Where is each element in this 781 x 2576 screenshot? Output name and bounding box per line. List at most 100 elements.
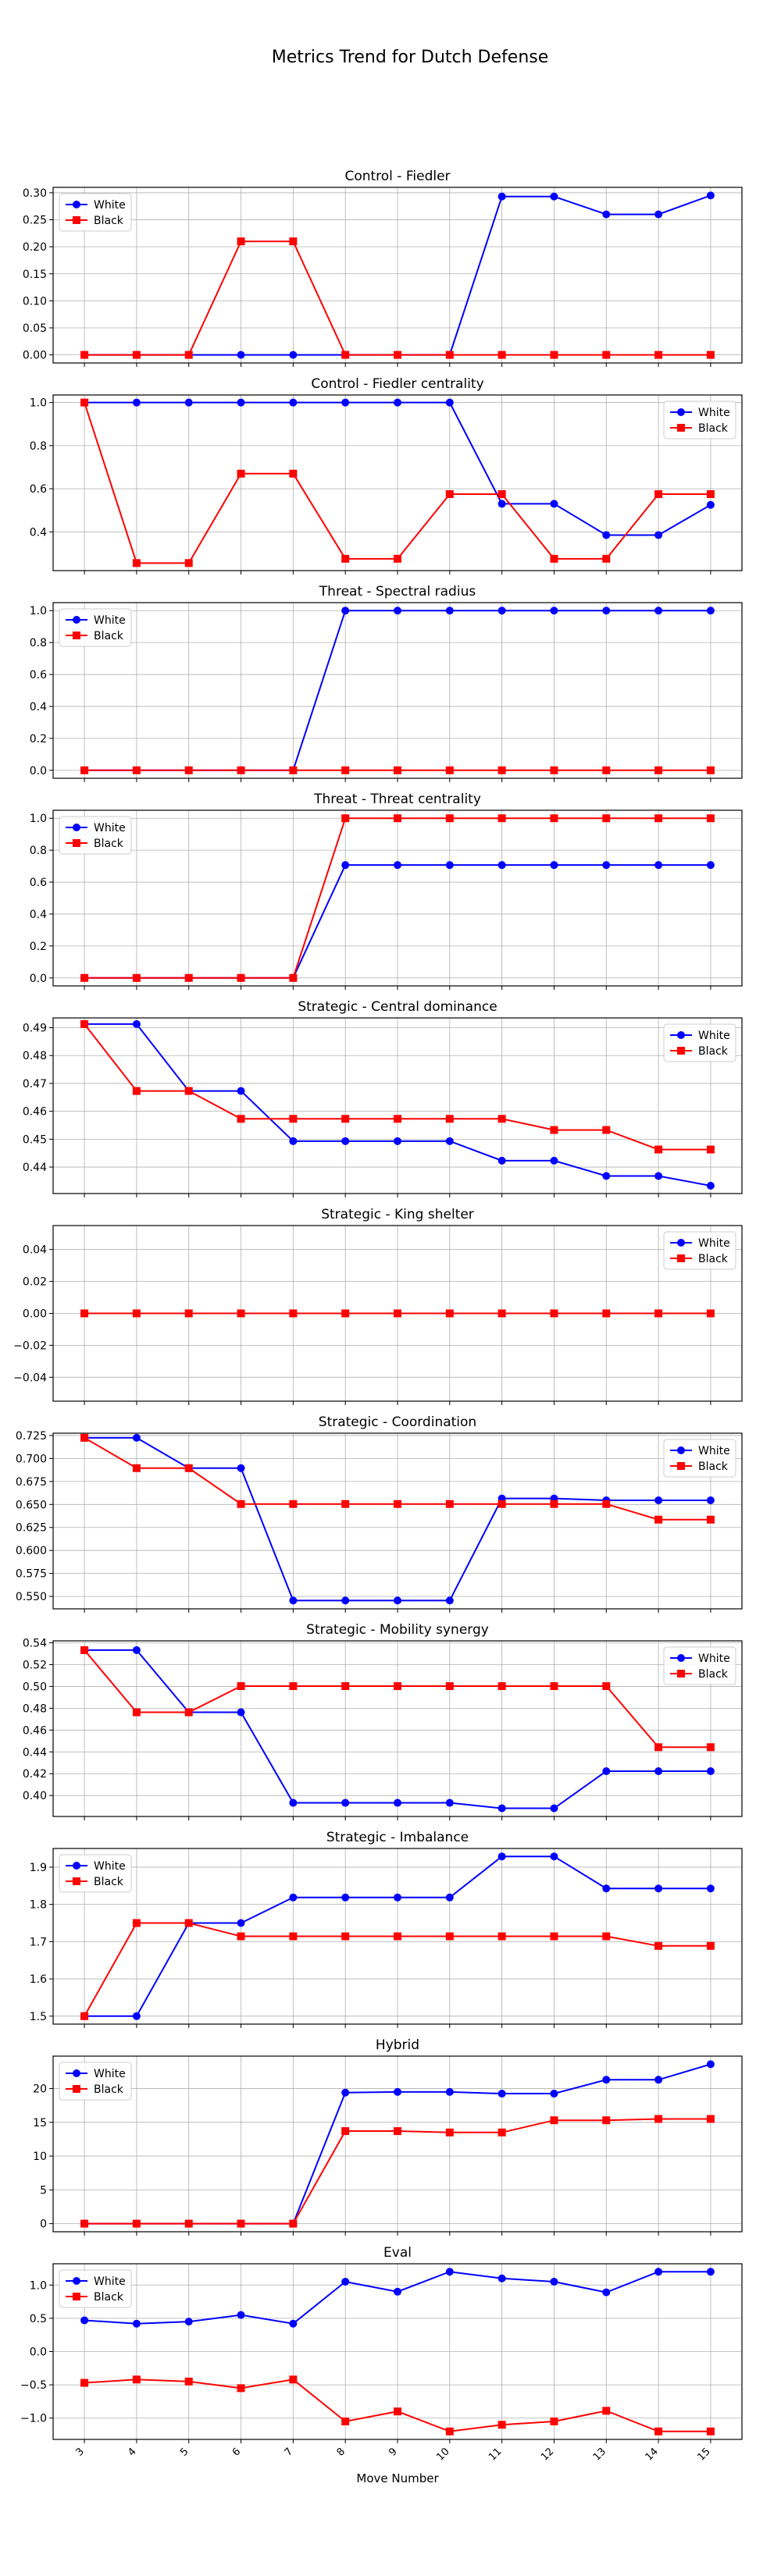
data-point-white	[445, 607, 454, 615]
data-point-black	[445, 489, 454, 498]
data-point-black	[497, 1500, 506, 1508]
data-point-white	[341, 2088, 350, 2097]
data-point-white	[497, 2274, 506, 2282]
chart-panel: Strategic - King shelter −0.04 −0.02 0.00 0.…	[13, 1207, 743, 1405]
plot-frame	[52, 809, 743, 987]
data-point-black	[132, 1309, 141, 1318]
data-point-black	[237, 973, 245, 982]
data-point-white	[706, 607, 715, 615]
panel-title: Strategic - Mobility synergy	[306, 1622, 489, 1638]
y-tick-label: 0.0	[30, 765, 47, 777]
y-tick-label: 0.00	[23, 350, 47, 362]
chart-panel: Strategic - Central dominance 0.44 0.45 0.4…	[23, 999, 743, 1197]
data-point-black	[550, 554, 558, 563]
data-point-black	[394, 1115, 401, 1123]
y-tick-label: 1.8	[30, 1899, 47, 1912]
legend-marker	[677, 408, 685, 416]
data-point-black	[237, 2219, 245, 2228]
data-point-white	[497, 192, 506, 201]
legend-label: White	[94, 614, 126, 627]
data-point-white	[184, 398, 193, 407]
data-point-white	[550, 500, 558, 508]
data-point-white	[550, 1852, 558, 1861]
data-point-black	[497, 489, 506, 498]
data-point-black	[237, 1309, 245, 1318]
legend-marker	[677, 1446, 685, 1454]
plot-frame	[52, 1432, 743, 1610]
data-point-black	[80, 1019, 89, 1028]
data-point-black	[706, 1309, 715, 1318]
data-point-white	[497, 1852, 506, 1861]
y-tick-label: 0	[40, 2218, 47, 2231]
data-point-black	[550, 766, 558, 774]
data-point-black	[132, 766, 141, 774]
data-point-white	[654, 1496, 663, 1504]
data-point-black	[602, 350, 611, 359]
data-point-black	[237, 469, 245, 478]
data-point-black	[341, 554, 350, 563]
data-point-black	[654, 1515, 663, 1524]
data-point-black	[132, 2219, 141, 2228]
y-tick-label: 0.48	[23, 1703, 47, 1715]
data-point-black	[550, 2417, 558, 2425]
data-point-black	[394, 766, 401, 774]
data-point-black	[132, 973, 141, 982]
data-point-black	[80, 398, 89, 407]
y-tick-label: 0.550	[16, 1591, 47, 1603]
y-tick-label: 0.04	[23, 1244, 47, 1257]
x-tick-label: 3	[73, 2446, 86, 2458]
data-point-black	[654, 350, 663, 359]
data-point-black	[445, 1500, 454, 1508]
legend: White Black	[663, 400, 736, 439]
data-point-white	[237, 1708, 245, 1717]
legend-label: White	[698, 1237, 730, 1250]
legend-label: Black	[94, 2291, 124, 2304]
legend-marker	[677, 1047, 685, 1055]
data-point-black	[341, 1500, 350, 1508]
data-point-black	[289, 469, 298, 478]
data-point-black	[184, 2377, 193, 2386]
x-tick-label: 7	[283, 2446, 295, 2458]
legend-marker	[73, 616, 80, 624]
data-point-white	[289, 398, 298, 407]
data-point-black	[289, 1681, 298, 1690]
data-point-white	[445, 1893, 454, 1902]
data-point-white	[602, 1884, 611, 1893]
y-tick-label: 0.52	[23, 1659, 47, 1671]
chart-panel: Strategic - Coordination 0.550 0.575 0.600 0…	[16, 1414, 743, 1613]
data-point-black	[341, 1309, 350, 1318]
x-tick-label: 5	[178, 2446, 191, 2458]
data-point-black	[706, 489, 715, 498]
data-point-black	[602, 766, 611, 774]
plot-frame	[52, 1225, 743, 1402]
data-point-white	[237, 350, 245, 359]
data-point-black	[80, 1433, 89, 1442]
data-point-black	[132, 1708, 141, 1717]
legend-marker	[73, 2069, 80, 2077]
data-point-white	[602, 2076, 611, 2084]
data-point-black	[341, 1115, 350, 1123]
y-tick-label: 0.46	[23, 1106, 47, 1119]
data-point-white	[602, 861, 611, 870]
y-tick-label: 0.4	[30, 526, 47, 539]
data-point-white	[80, 2316, 89, 2325]
data-point-white	[654, 607, 663, 615]
data-point-black	[289, 237, 298, 246]
data-point-black	[80, 2219, 89, 2228]
y-tick-label: 0.25	[23, 215, 47, 227]
legend-marker	[677, 1670, 685, 1678]
legend-label: Black	[698, 422, 729, 435]
data-point-black	[341, 814, 350, 823]
y-tick-label: 1.0	[30, 813, 47, 825]
legend: White Black	[59, 193, 132, 232]
data-point-white	[654, 1172, 663, 1180]
data-point-black	[394, 2127, 401, 2136]
panel-title: Control - Fiedler centrality	[311, 376, 483, 392]
data-point-black	[550, 350, 558, 359]
data-point-black	[602, 2407, 611, 2415]
data-point-black	[497, 1932, 506, 1941]
y-tick-label: 1.0	[30, 605, 47, 617]
data-point-black	[132, 1919, 141, 1927]
legend-label: Black	[698, 1461, 729, 1473]
panel-title: Threat - Threat centrality	[313, 792, 481, 807]
